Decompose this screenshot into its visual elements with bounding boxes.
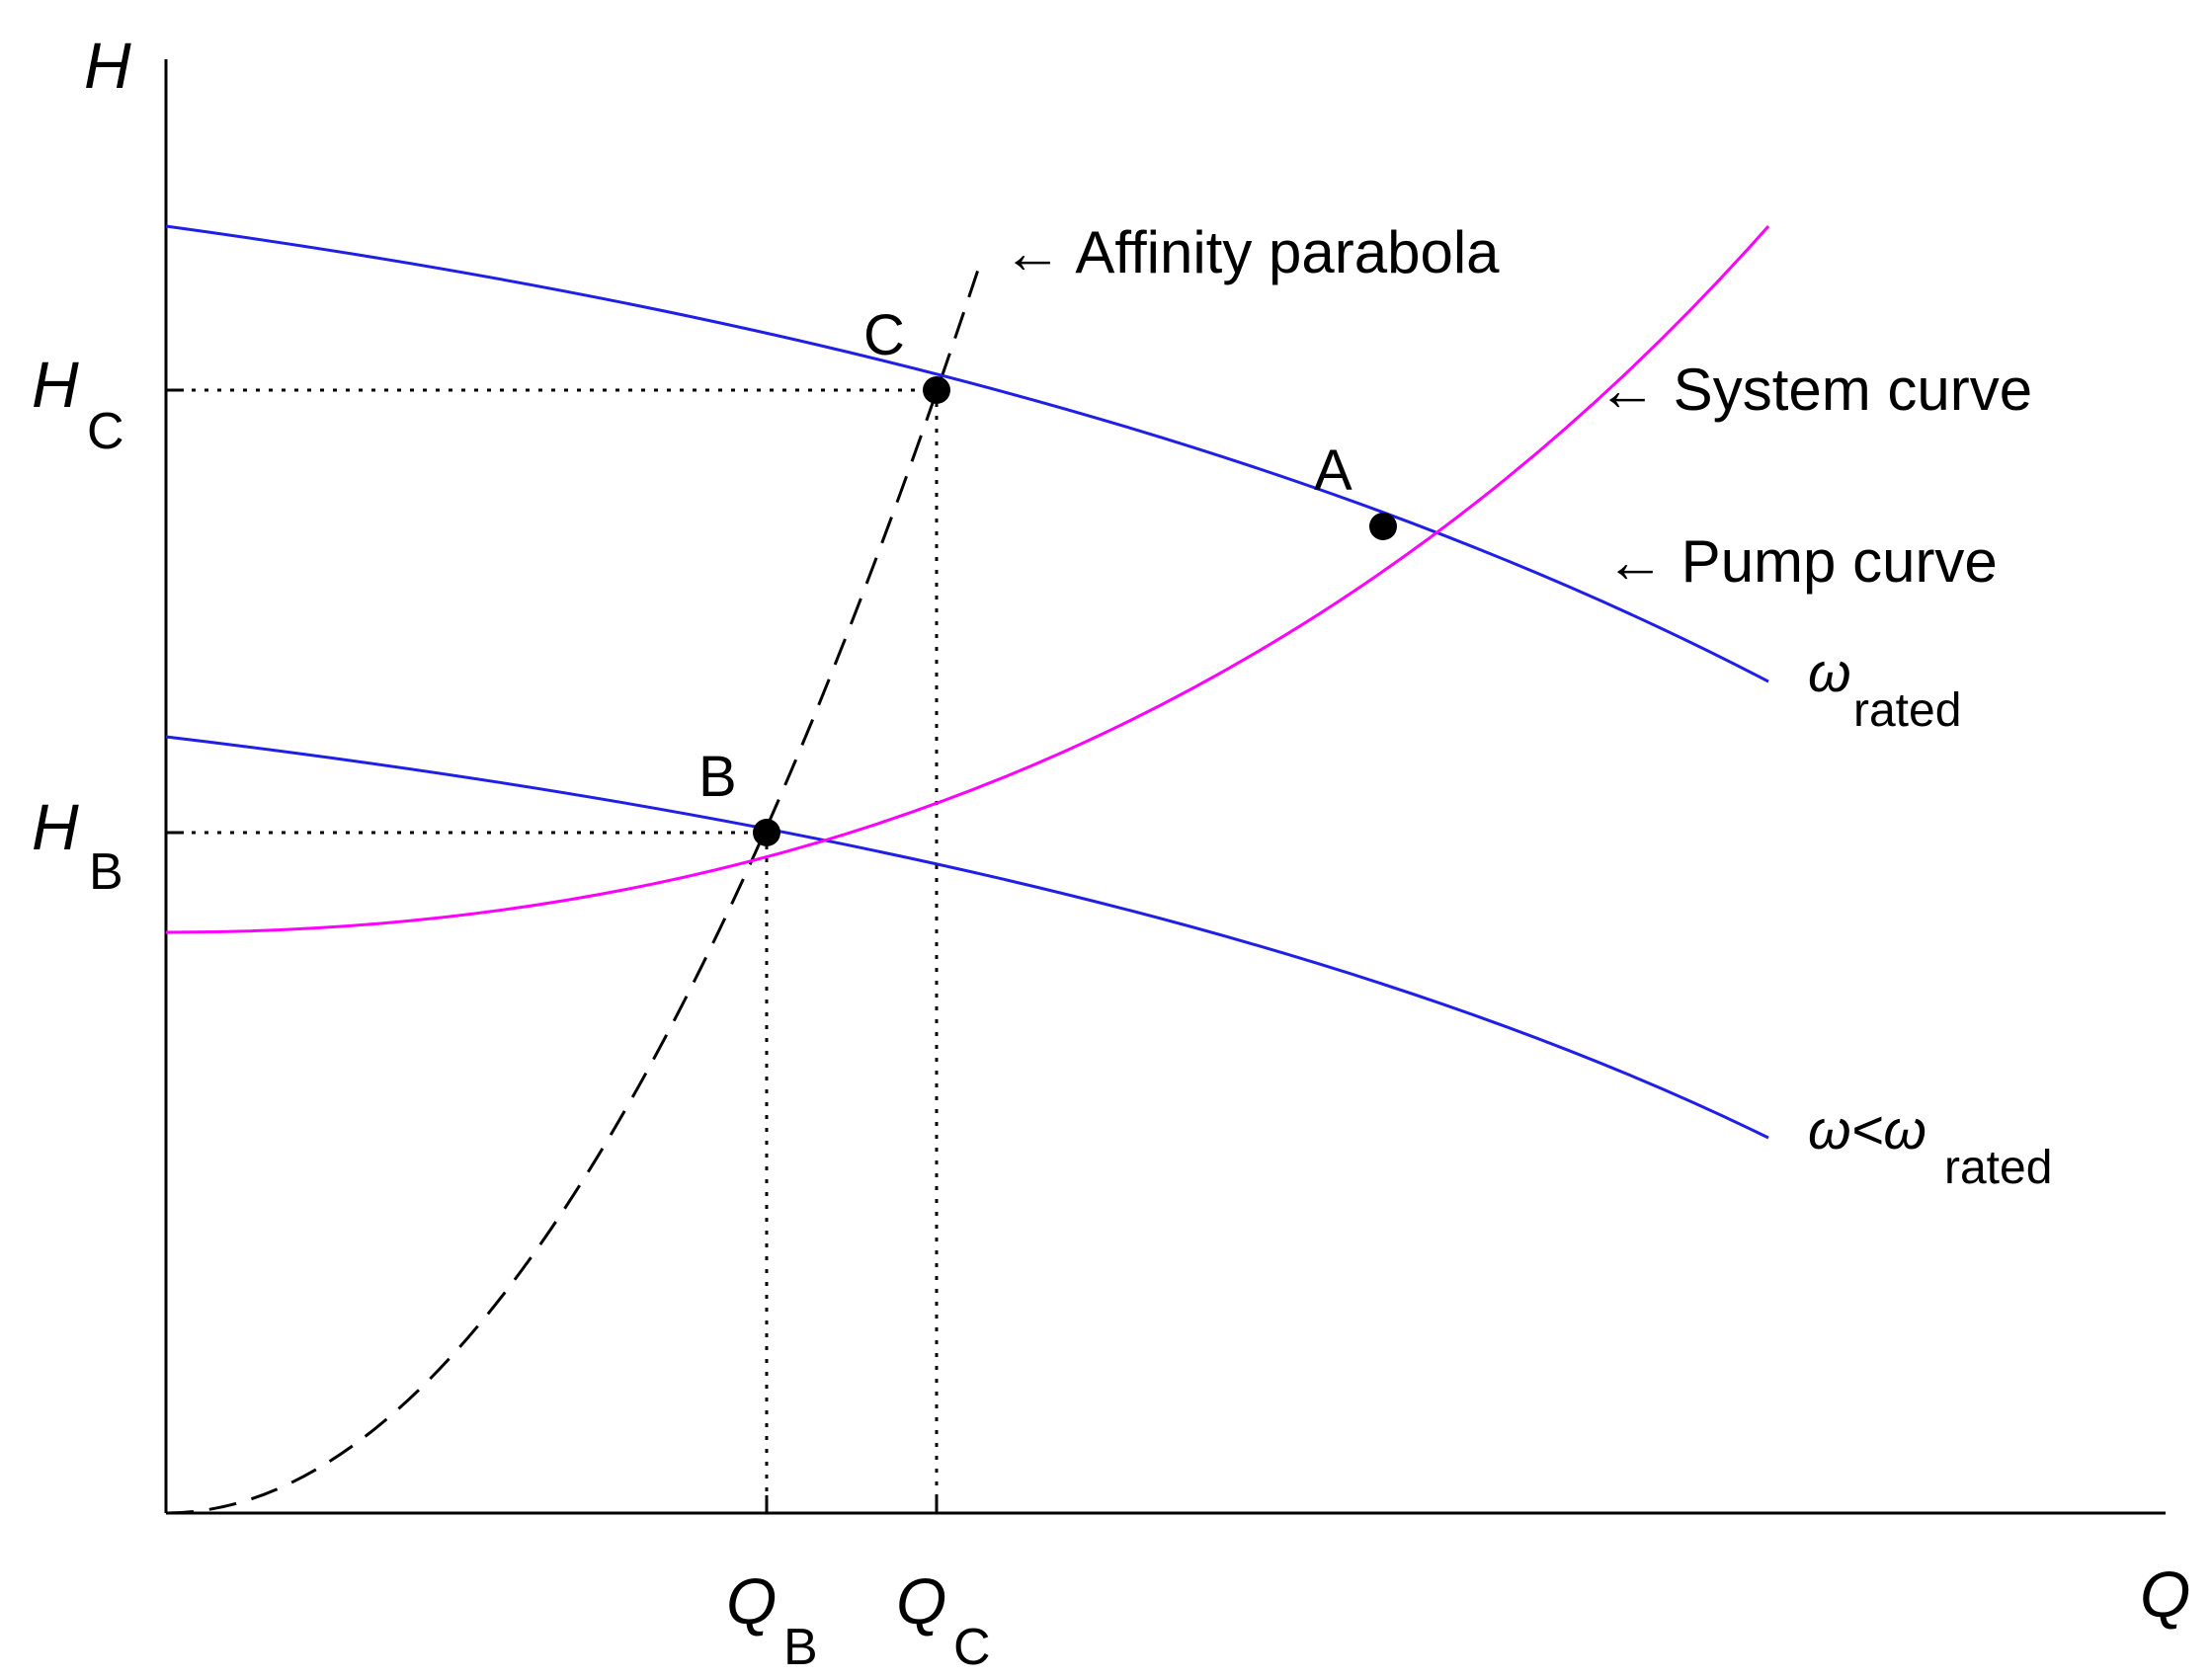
system-curve [165, 225, 1770, 934]
tick-label-hb-main: H [32, 790, 79, 863]
tick-label-qb-main: Q [726, 1564, 777, 1638]
tick-marks [166, 388, 939, 1513]
tick-label-qc: Q C [896, 1564, 991, 1676]
y-axis-title: H [84, 29, 131, 102]
tick-label-hc-sub: C [87, 403, 124, 460]
point-c-marker [923, 376, 950, 404]
system-curve-label: ← System curve [1598, 357, 2032, 423]
tick-label-qb: Q B [726, 1564, 818, 1676]
reduced-speed-main: ω<ω [1808, 1098, 1926, 1160]
point-c-label: C [863, 303, 905, 367]
reduced-speed-label: ω<ω rated [1808, 1098, 2052, 1194]
point-b-label: B [698, 745, 737, 809]
tick-label-hb: H B [32, 790, 123, 901]
rated-speed-main: ω [1808, 641, 1851, 703]
affinity-parabola-label: ← Affinity parabola [1003, 219, 1500, 285]
axes [164, 59, 2166, 1515]
tick-label-hc-main: H [32, 348, 79, 421]
pump-curve-rated [165, 224, 1769, 683]
tick-label-qc-sub: C [953, 1619, 991, 1676]
point-a-label: A [1314, 439, 1352, 503]
tick-label-hb-sub: B [89, 843, 123, 901]
operating-points [753, 376, 1397, 846]
tick-label-qb-sub: B [783, 1619, 818, 1676]
pump-curve-label: ← Pump curve [1605, 528, 1998, 595]
pump-curve-reduced [165, 735, 1769, 1140]
x-axis-title: Q [2140, 1558, 2190, 1631]
affinity-parabola [165, 260, 983, 1515]
guide-lines [166, 388, 939, 1513]
tick-label-hc: H C [32, 348, 124, 460]
rated-speed-label: ω rated [1808, 641, 1961, 737]
point-b-marker [753, 819, 780, 846]
reduced-speed-sub: rated [1944, 1142, 2052, 1194]
tick-label-qc-main: Q [896, 1564, 946, 1638]
rated-speed-sub: rated [1853, 684, 1961, 737]
point-a-marker [1369, 513, 1397, 540]
